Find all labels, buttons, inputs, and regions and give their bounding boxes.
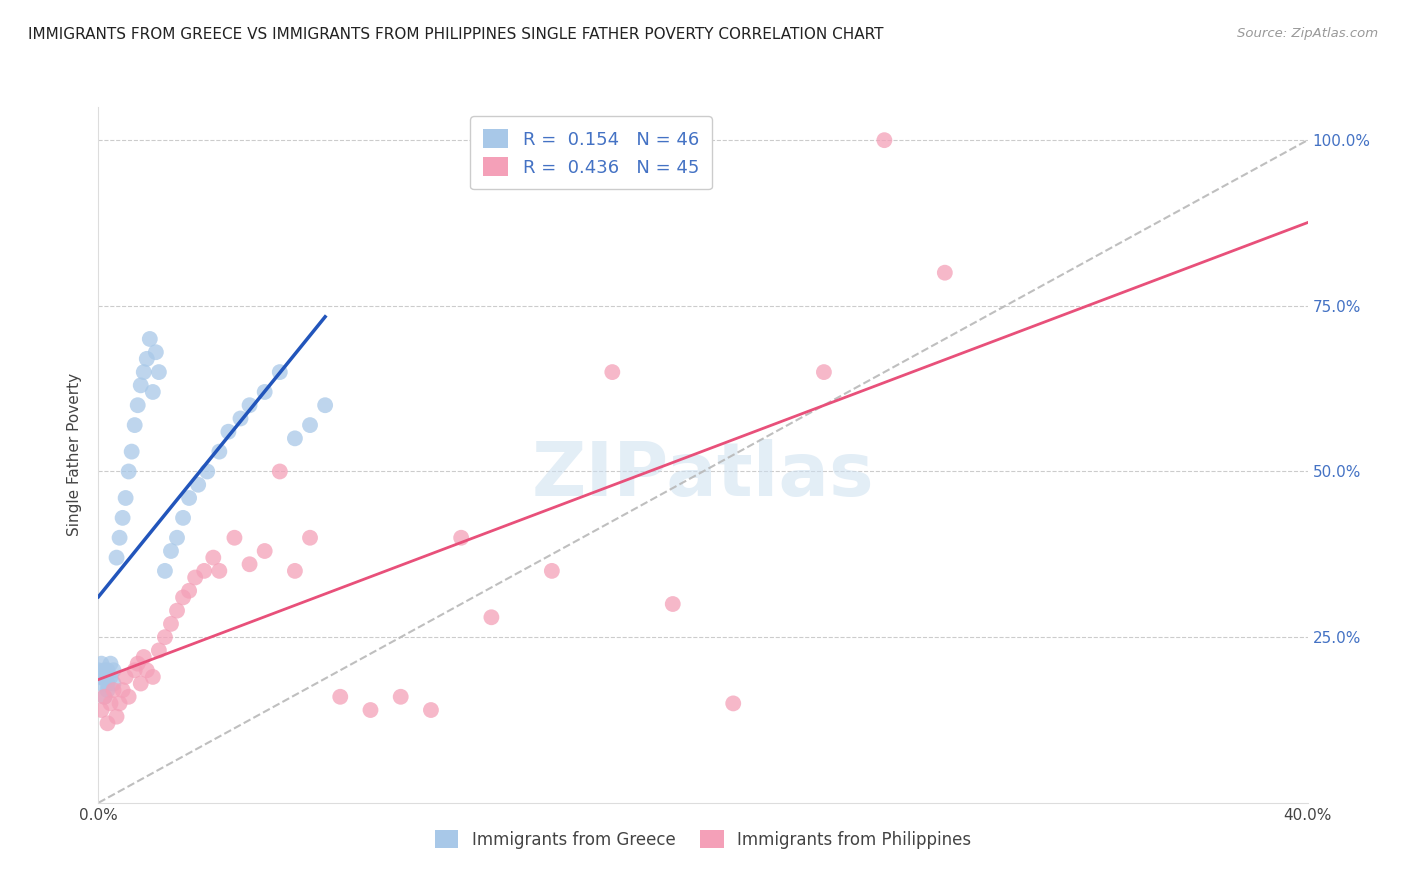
Legend: Immigrants from Greece, Immigrants from Philippines: Immigrants from Greece, Immigrants from …: [426, 822, 980, 857]
Point: [389, 690, 412, 704]
Point: [299, 531, 322, 545]
Point: [111, 511, 134, 525]
Point: [602, 365, 624, 379]
Point: [314, 398, 336, 412]
Point: [481, 610, 503, 624]
Point: [661, 597, 683, 611]
Point: [100, 670, 122, 684]
Point: [118, 690, 141, 704]
Point: [129, 676, 152, 690]
Point: [284, 564, 307, 578]
Point: [124, 663, 146, 677]
Point: [105, 550, 128, 565]
Point: [96, 716, 118, 731]
Point: [179, 491, 201, 505]
Point: [100, 657, 122, 671]
Point: [87, 663, 110, 677]
Point: [813, 365, 835, 379]
Point: [90, 670, 112, 684]
Point: [329, 690, 352, 704]
Point: [114, 670, 136, 684]
Point: [723, 697, 745, 711]
Point: [121, 444, 143, 458]
Point: [172, 591, 194, 605]
Point: [100, 697, 122, 711]
Point: [166, 604, 188, 618]
Point: [90, 703, 112, 717]
Point: [148, 365, 170, 379]
Point: [208, 564, 231, 578]
Point: [103, 676, 125, 690]
Point: [224, 531, 246, 545]
Point: [239, 558, 262, 572]
Point: [420, 703, 443, 717]
Point: [118, 465, 141, 479]
Point: [103, 663, 125, 677]
Point: [127, 398, 149, 412]
Text: Source: ZipAtlas.com: Source: ZipAtlas.com: [1237, 27, 1378, 40]
Point: [127, 657, 149, 671]
Point: [87, 670, 110, 684]
Point: [108, 531, 131, 545]
Point: [873, 133, 896, 147]
Point: [172, 511, 194, 525]
Point: [96, 676, 118, 690]
Point: [284, 431, 307, 445]
Point: [108, 697, 131, 711]
Point: [114, 491, 136, 505]
Point: [111, 683, 134, 698]
Point: [360, 703, 382, 717]
Point: [193, 564, 215, 578]
Text: IMMIGRANTS FROM GREECE VS IMMIGRANTS FROM PHILIPPINES SINGLE FATHER POVERTY CORR: IMMIGRANTS FROM GREECE VS IMMIGRANTS FRO…: [28, 27, 883, 42]
Point: [229, 411, 252, 425]
Point: [160, 616, 183, 631]
Point: [934, 266, 956, 280]
Point: [139, 332, 162, 346]
Point: [142, 670, 165, 684]
Point: [93, 690, 115, 704]
Point: [184, 570, 207, 584]
Point: [153, 630, 176, 644]
Point: [153, 564, 176, 578]
Point: [239, 398, 262, 412]
Point: [135, 663, 157, 677]
Point: [135, 351, 157, 366]
Point: [90, 657, 112, 671]
Point: [124, 418, 146, 433]
Point: [202, 550, 225, 565]
Point: [129, 378, 152, 392]
Point: [253, 384, 276, 399]
Point: [93, 690, 115, 704]
Point: [145, 345, 167, 359]
Point: [132, 650, 155, 665]
Text: ZIPatlas: ZIPatlas: [531, 439, 875, 512]
Point: [217, 425, 239, 439]
Point: [105, 709, 128, 723]
Y-axis label: Single Father Poverty: Single Father Poverty: [67, 374, 83, 536]
Point: [142, 384, 165, 399]
Point: [166, 531, 188, 545]
Point: [148, 643, 170, 657]
Point: [103, 683, 125, 698]
Point: [269, 365, 291, 379]
Point: [96, 663, 118, 677]
Point: [299, 418, 322, 433]
Point: [96, 683, 118, 698]
Point: [93, 670, 115, 684]
Point: [253, 544, 276, 558]
Point: [269, 465, 291, 479]
Point: [179, 583, 201, 598]
Point: [90, 676, 112, 690]
Point: [160, 544, 183, 558]
Point: [195, 465, 218, 479]
Point: [540, 564, 562, 578]
Point: [132, 365, 155, 379]
Point: [208, 444, 231, 458]
Point: [450, 531, 472, 545]
Point: [93, 663, 115, 677]
Point: [187, 477, 209, 491]
